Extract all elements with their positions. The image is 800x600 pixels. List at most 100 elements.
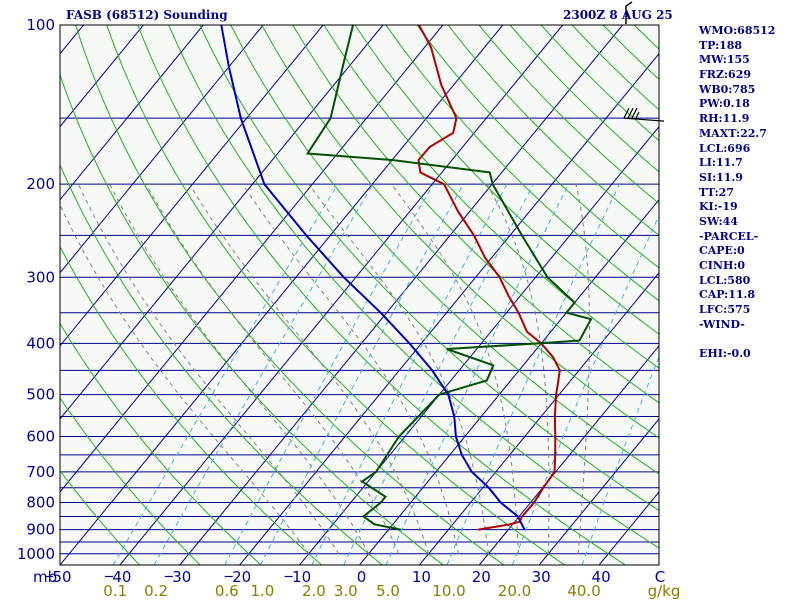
mixing-ratio-line	[153, 183, 374, 565]
index-item: TT:27	[699, 185, 734, 199]
index-item: WB0:785	[699, 82, 756, 96]
mixing-ratio-tick-label: 5.0	[376, 582, 400, 600]
temperature-tick-label: 10	[292, 568, 311, 586]
mixing-ratio-line	[343, 183, 534, 565]
pressure-tick-label: 900	[26, 521, 55, 539]
dry-adiabat	[416, 25, 659, 269]
dry-adiabat	[60, 322, 262, 565]
dry-adiabat	[199, 25, 659, 512]
index-item: WMO:68512	[699, 24, 776, 37]
isotherm-line	[60, 25, 144, 128]
index-item: EHI:-0.0	[699, 347, 751, 361]
isotherm-line	[60, 25, 264, 274]
index-item: KI:-19	[699, 200, 738, 214]
moist-adiabat	[391, 183, 519, 554]
isotherm-line	[60, 25, 384, 420]
moist-adiabat	[60, 203, 310, 555]
pressure-tick-label: 100	[26, 16, 55, 34]
index-item: LI:11.7	[699, 156, 743, 170]
index-item	[699, 332, 775, 347]
index-item: LFC:575	[699, 303, 751, 317]
dewpoint-trace	[305, 25, 593, 531]
temperature-unit-label: C	[655, 568, 665, 586]
pressure-tick-label: 800	[26, 494, 55, 512]
grid-lines	[0, 25, 659, 565]
mixing-ratio-tick-label: 0.6	[215, 582, 239, 600]
chart-title: FASB (68512) Sounding	[66, 8, 228, 22]
mixing-ratio-line	[512, 214, 659, 565]
moist-adiabat	[242, 183, 459, 554]
index-item: CINH:0	[699, 259, 746, 272]
moist-adiabat	[77, 183, 340, 555]
temperature-tick-label: 20	[232, 568, 251, 586]
mixing-ratio-line	[259, 183, 464, 565]
moist-adiabat	[145, 183, 400, 554]
valid-time: 2300Z 8 AUG 25	[563, 8, 673, 22]
dry-adiabat	[261, 25, 659, 439]
mixing-ratio-tick-label: 3.0	[334, 582, 358, 600]
mixing-ratio-line	[446, 183, 620, 565]
wind-barb	[623, 107, 665, 122]
temperature-tick-label: 20	[472, 568, 491, 586]
dry-adiabat	[75, 25, 505, 565]
pressure-tick-label: 400	[26, 334, 55, 352]
index-item: PW:0.18	[699, 97, 750, 111]
index-item: -PARCEL-	[699, 229, 759, 243]
dry-adiabat	[385, 25, 659, 302]
index-item: MAXT:22.7	[699, 126, 767, 140]
mixing-ratio-line	[581, 355, 659, 565]
temperature-trace	[417, 25, 561, 531]
isotherm-line	[60, 25, 444, 493]
pressure-tick-label: 1000	[17, 545, 55, 563]
pressure-tick-label: 600	[26, 428, 55, 446]
mixing-ratio-tick-label: 40.0	[567, 582, 600, 600]
isotherm-line	[179, 25, 623, 565]
isotherm-line	[119, 25, 564, 565]
isotherm-line	[60, 25, 504, 565]
stability-indices: WMO:68512 TP:188 MW:155 FRZ:629 WB0:785 PW:0.…	[699, 24, 775, 362]
sounding-traces	[220, 25, 593, 531]
dry-adiabat	[60, 163, 383, 565]
temperature-tick-label: 30	[172, 568, 191, 586]
dry-adiabat	[323, 25, 659, 369]
pressure-tick-label: 200	[26, 175, 55, 193]
isotherm-line	[359, 198, 659, 565]
dry-adiabat	[230, 25, 659, 475]
mixing-ratio-tick-label: 1.0	[250, 582, 274, 600]
isotherm-line	[0, 25, 24, 565]
index-item: CAPE:0	[699, 244, 745, 258]
isotherm-line	[60, 25, 204, 201]
dry-adiabat	[137, 25, 626, 565]
dry-adiabat	[106, 25, 565, 565]
mixing-ratio-tick-label: 0.1	[103, 582, 127, 600]
temperature-tick-label: 0	[357, 568, 367, 586]
mixing-ratio-line	[311, 183, 508, 565]
mixing-ratio-tick-label: 0.2	[144, 582, 168, 600]
pressure-tick-label: 500	[26, 386, 55, 404]
temperature-tick-label: 10	[412, 568, 431, 586]
isotherm-line	[419, 272, 659, 565]
moist-adiabat	[109, 183, 370, 555]
isotherm-line	[538, 418, 659, 565]
moist-adiabat	[486, 183, 550, 554]
index-item: FRZ:629	[699, 68, 752, 82]
moist-adiabat	[308, 183, 489, 554]
dry-adiabat	[60, 469, 140, 565]
pressure-unit-label: mb	[33, 568, 57, 586]
moist-adiabat	[575, 184, 590, 554]
index-item: LCL:580	[699, 273, 751, 287]
temperature-tick-label: 40	[112, 568, 131, 586]
dry-adiabat	[60, 245, 323, 565]
wind-barbs	[623, 1, 665, 122]
temperature-tick-label: 50	[52, 568, 71, 586]
mixing-ratio-unit-label: g/kg	[648, 582, 681, 600]
dry-adiabat	[292, 25, 659, 404]
mixing-ratio-line	[385, 183, 570, 565]
isotherm-line	[239, 52, 659, 565]
mixing-ratio-tick-label: 2.0	[302, 582, 326, 600]
plot-background	[60, 25, 659, 565]
temperature-tick-label: 40	[592, 568, 611, 586]
mixing-ratio-tick-label: 10.0	[432, 582, 465, 600]
